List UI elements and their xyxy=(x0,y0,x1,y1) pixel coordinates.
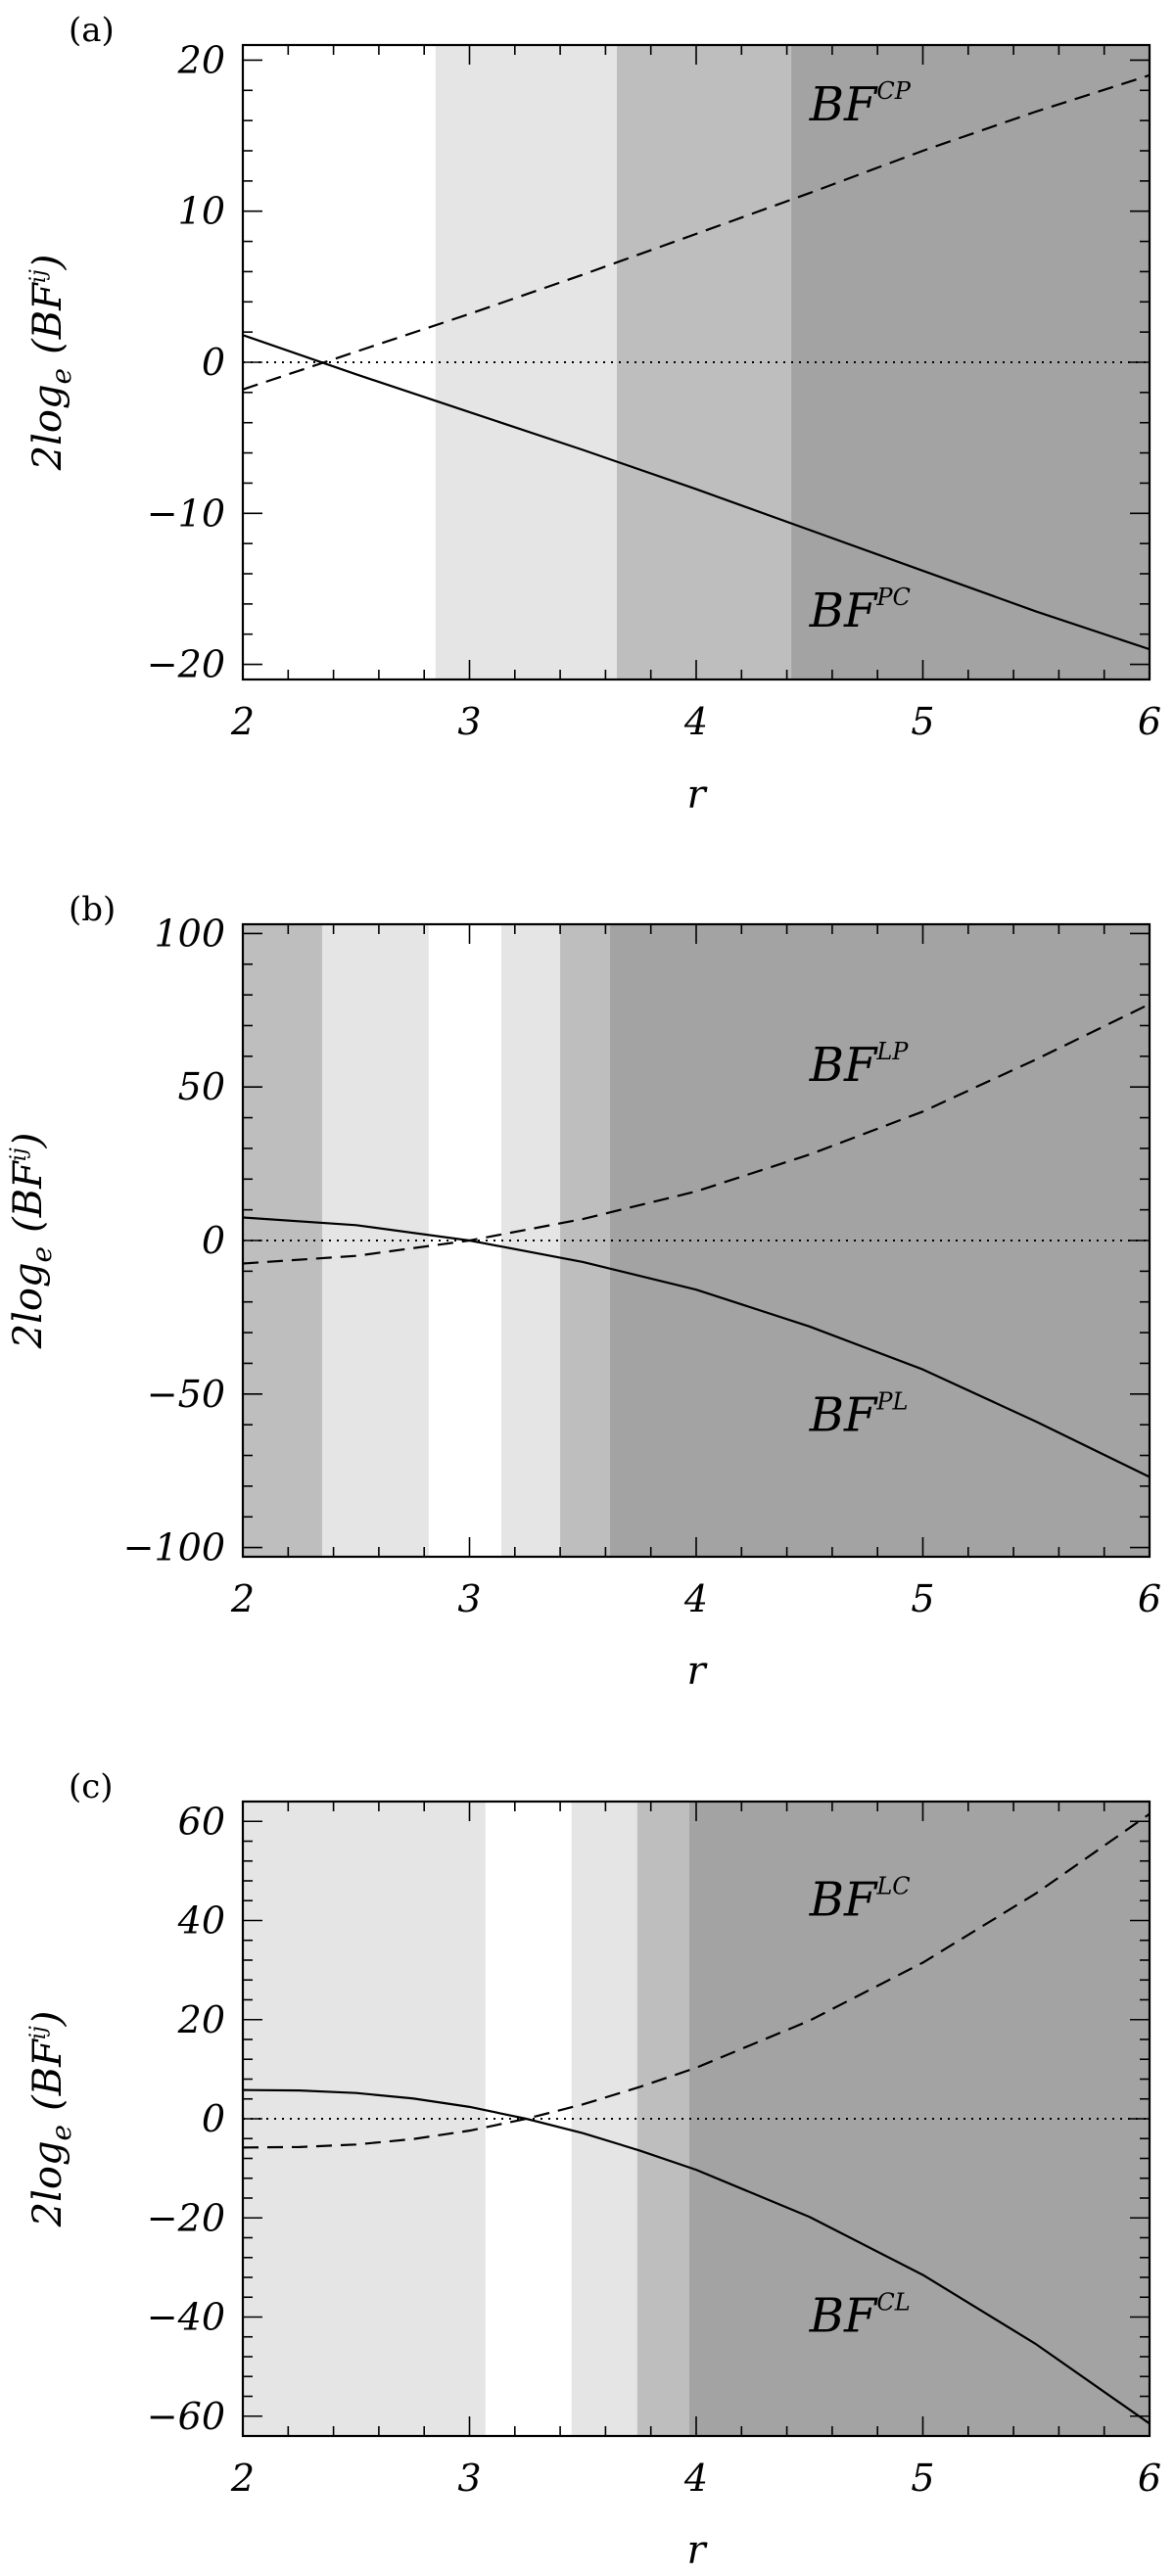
y-tick-label: 0 xyxy=(202,1219,225,1262)
series-annotation: BFPL xyxy=(809,1387,909,1442)
y-tick-label: 100 xyxy=(154,912,225,955)
x-tick-label: 4 xyxy=(683,700,708,743)
series-annotation: BFCL xyxy=(809,2289,911,2344)
y-tick-label: 10 xyxy=(178,190,225,233)
x-tick-label: 5 xyxy=(911,700,934,743)
y-axis-title: 2loge(BFij) xyxy=(25,2011,77,2228)
x-axis-title: r xyxy=(686,1649,708,1694)
x-tick-label: 3 xyxy=(457,2457,481,2500)
x-tick-label: 6 xyxy=(1138,2457,1161,2500)
y-tick-label: 0 xyxy=(202,341,225,384)
y-tick-label: 0 xyxy=(202,2097,225,2140)
series-annotation: BFLC xyxy=(809,1872,911,1927)
y-tick-label: −60 xyxy=(147,2395,225,2438)
chart-panel-a: 2 3 4 5 6 −20 −10 0 10 20 (a) r 2loge(BFij) BFCP BFPC xyxy=(25,11,1161,818)
series-line-dashed xyxy=(243,1812,1150,2149)
y-tick-label: 60 xyxy=(178,1800,225,1843)
y-axis-title: 2loge(BFij) xyxy=(6,1133,58,1350)
series-line-solid xyxy=(243,1216,1150,1478)
y-tick-label: 20 xyxy=(177,1998,225,2041)
region-band-3 xyxy=(500,924,561,1557)
y-tick-label: −20 xyxy=(147,2196,225,2239)
chart-panel-b: 2 3 4 5 6 −100 −50 0 50 100 (b) r 2loge(BFij) BFLP BFP… xyxy=(6,890,1161,1694)
y-tick-label: −40 xyxy=(147,2296,225,2339)
y-tick-label: 40 xyxy=(177,1899,225,1943)
x-tick-label: 6 xyxy=(1138,700,1161,743)
y-tick-label: −20 xyxy=(147,643,225,686)
y-tick-label: 50 xyxy=(178,1065,225,1108)
x-axis-title: r xyxy=(686,773,708,818)
region-band-5 xyxy=(610,924,1151,1557)
x-tick-label: 4 xyxy=(683,1577,708,1620)
x-tick-label: 6 xyxy=(1138,1577,1161,1620)
chart-panel-c: 2 3 4 5 6 −60 −40 −20 0 20 40 60 (c) r 2loge(BFij) BFLC… xyxy=(25,1767,1161,2573)
panel-label: (b) xyxy=(69,890,116,929)
region-band-4 xyxy=(560,924,611,1557)
x-axis-title: r xyxy=(686,2528,708,2573)
y-tick-label: −100 xyxy=(123,1526,225,1569)
series-annotation: BFPC xyxy=(809,584,911,638)
y-tick-label: −10 xyxy=(147,492,225,535)
x-tick-label: 5 xyxy=(911,2457,934,2500)
x-tick-label: 2 xyxy=(230,2457,255,2500)
x-tick-label: 3 xyxy=(457,700,481,743)
region-band-0 xyxy=(243,1802,487,2436)
series-line-solid xyxy=(243,334,1150,651)
x-tick-label: 5 xyxy=(911,1577,934,1620)
region-band-2 xyxy=(616,45,792,679)
x-tick-label: 3 xyxy=(457,1577,481,1620)
series-line-dashed xyxy=(243,1003,1150,1265)
x-tick-label: 2 xyxy=(230,700,255,743)
x-tick-label: 2 xyxy=(230,1577,255,1620)
region-band-3 xyxy=(636,1802,690,2436)
series-line-dashed xyxy=(243,73,1150,391)
y-tick-label: 20 xyxy=(177,38,225,81)
panel-label: (c) xyxy=(69,1767,114,1806)
y-axis-title: 2loge(BFij) xyxy=(25,255,77,472)
series-annotation: BFLP xyxy=(809,1038,910,1093)
region-band-0 xyxy=(243,45,437,679)
y-tick-label: −50 xyxy=(147,1373,225,1416)
panel-label: (a) xyxy=(69,11,115,50)
series-annotation: BFCP xyxy=(809,77,912,132)
region-band-4 xyxy=(689,1802,1151,2436)
region-band-1 xyxy=(322,924,430,1557)
series-line-solid xyxy=(243,2088,1150,2425)
x-tick-label: 4 xyxy=(683,2457,708,2500)
